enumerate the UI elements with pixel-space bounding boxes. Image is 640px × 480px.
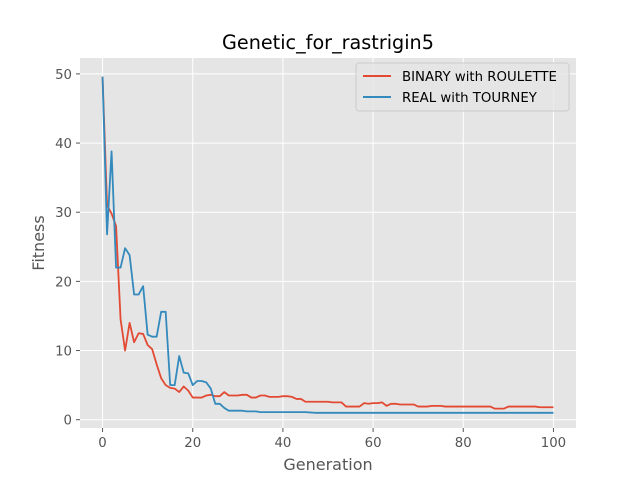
- x-tick-label: 20: [184, 436, 201, 451]
- x-tick-label: 60: [365, 436, 382, 451]
- y-tick-label: 50: [55, 68, 72, 83]
- y-tick-label: 20: [55, 275, 72, 290]
- x-tick-label: 40: [274, 436, 291, 451]
- grid-lines: [80, 58, 576, 428]
- chart-title: Genetic_for_rastrigin5: [222, 31, 434, 54]
- x-tick-label: 80: [455, 436, 472, 451]
- series-line-real-tourney: [101, 76, 554, 414]
- axis-ticks: 0 20 40 60 80 100 0 10 20 30 40 50: [55, 68, 566, 451]
- y-tick-label: 30: [55, 206, 72, 221]
- y-axis-label: Fitness: [29, 215, 48, 270]
- x-axis-label: Generation: [283, 455, 372, 474]
- legend-label-binary-roulette: BINARY with ROULETTE: [402, 70, 557, 85]
- legend-box: [355, 62, 570, 112]
- y-tick-label: 10: [55, 345, 72, 360]
- legend: BINARY with ROULETTE REAL with TOURNEY: [355, 62, 570, 112]
- plot-area: [80, 58, 576, 428]
- y-tick-label: 40: [55, 137, 72, 152]
- series-lines: [101, 76, 554, 414]
- x-tick-label: 0: [98, 436, 106, 451]
- x-tick-label: 100: [541, 436, 566, 451]
- legend-label-real-tourney: REAL with TOURNEY: [402, 91, 538, 106]
- y-tick-label: 0: [64, 414, 72, 429]
- series-line-binary-roulette: [101, 76, 554, 410]
